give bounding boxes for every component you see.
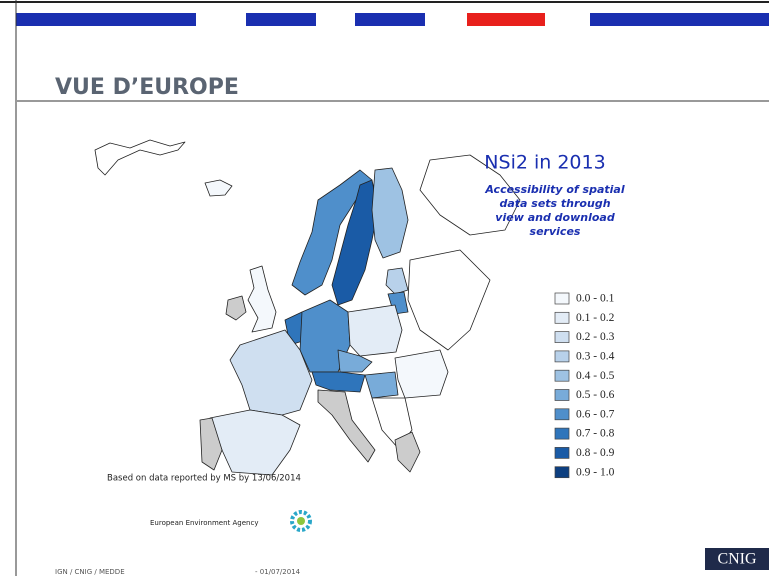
subtitle-line: view and download [495, 211, 615, 224]
eea-label: European Environment Agency [150, 519, 258, 527]
eea-logo [290, 510, 312, 532]
legend-label: 0.8 - 0.9 [576, 447, 615, 459]
legend-swatch [554, 331, 570, 343]
subtitle-line: Accessibility of spatial [484, 183, 624, 196]
brand: CNIG [717, 551, 757, 568]
legend-label: 0.7 - 0.8 [576, 428, 615, 440]
legend-swatch [554, 447, 570, 459]
subtitle-line: data sets through [499, 197, 610, 210]
legend-label: 0.3 - 0.4 [576, 351, 615, 363]
source-note: Based on data reported by MS by 13/06/20… [107, 474, 301, 484]
legend-swatch [554, 350, 570, 363]
legend-label: 0.9 - 1.0 [576, 466, 615, 478]
legend-swatch [554, 389, 570, 401]
legend-label: 0.2 - 0.3 [576, 331, 615, 343]
legend-swatch [554, 311, 570, 324]
legend-swatch [554, 369, 570, 382]
legend-label: 0.6 - 0.7 [576, 408, 615, 420]
slide-title: VUE D’EUROPE [55, 75, 239, 100]
map-title: NSi2 in 2013 [484, 152, 605, 174]
legend-swatch [554, 408, 570, 421]
legend-label: 0.5 - 0.6 [576, 389, 615, 401]
legend: 0.0 - 0.1 0.1 - 0.2 0.2 - 0.3 0.3 - 0.4 0.4 … [554, 292, 615, 479]
brand-box [705, 548, 769, 570]
subtitle-line: services [530, 225, 581, 238]
flag-stripe [16, 13, 769, 26]
legend-swatch [554, 292, 570, 305]
legend-label: 0.4 - 0.5 [576, 370, 615, 382]
legend-label: 0.1 - 0.2 [576, 312, 615, 324]
legend-swatch [554, 466, 570, 479]
europe-map [94, 139, 521, 476]
footer-left: IGN / CNIG / MEDDE [55, 568, 125, 576]
footer-date: - 01/07/2014 [255, 568, 301, 576]
legend-swatch [554, 427, 570, 440]
legend-label: 0.0 - 0.1 [576, 293, 615, 305]
